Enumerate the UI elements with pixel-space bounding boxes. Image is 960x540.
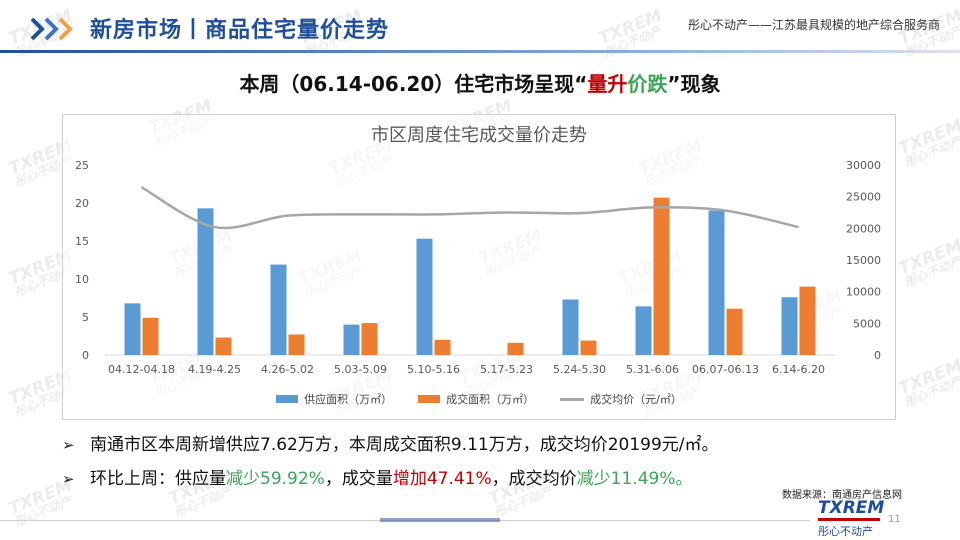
supply-bar <box>635 306 652 355</box>
supply-bar <box>416 238 433 355</box>
summary-bullets: ➢ 南通市区本周新增供应7.62万方，本周成交面积9.11万方，成交均价2019… <box>62 430 922 498</box>
y-left-tick-label: 25 <box>75 159 89 172</box>
x-tick-label: 5.17-5.23 <box>480 363 533 376</box>
x-tick-label: 6.14-6.20 <box>772 363 825 376</box>
bullet-text-c: ，成交量 <box>324 469 393 489</box>
chart-title: 市区周度住宅成交量价走势 <box>371 125 587 146</box>
deal-bar <box>361 323 378 355</box>
bullet-arrow-icon: ➢ <box>62 436 75 454</box>
x-tick-label: 5.31-6.06 <box>626 363 679 376</box>
headline-emph-red: 量升 <box>587 72 628 96</box>
deal-bar <box>653 197 670 355</box>
data-source: 数据来源：南通房产信息网 <box>782 490 902 501</box>
x-tick-label: 06.07-06.13 <box>692 363 759 376</box>
y-left-tick-label: 20 <box>75 197 89 210</box>
header-divider <box>0 50 960 53</box>
legend-swatch-deal <box>418 395 441 403</box>
legend-label-price: 成交均价（元/㎡） <box>590 393 682 406</box>
supply-bar <box>197 208 214 355</box>
slide-headline: 本周（06.14-06.20）住宅市场呈现“量升价跌”现象 <box>0 68 960 97</box>
deal-bar <box>726 308 743 355</box>
deal-bar <box>799 286 816 355</box>
y-left-tick-label: 0 <box>82 349 89 362</box>
chevron-right-icon <box>30 17 73 41</box>
legend-item-deal: 成交面积（万㎡） <box>418 391 534 407</box>
supply-bar <box>343 324 360 355</box>
headline-suffix: ”现象 <box>667 72 721 96</box>
combo-chart: 0 5 10 15 20 25 0 5000 10000 15000 20000 25000 30000… <box>75 159 881 376</box>
supply-change: 减少59.92% <box>226 469 325 489</box>
chart-legend: 供应面积（万㎡） 成交面积（万㎡） 成交均价（元/㎡） <box>63 391 895 407</box>
logo-chinese-name: 彤心不动产 <box>818 525 873 538</box>
deal-bar <box>215 337 232 355</box>
logo-underline <box>818 518 880 521</box>
x-tick-label: 04.12-04.18 <box>108 363 175 376</box>
deal-bar <box>580 340 597 355</box>
headline-prefix: 本周（06.14-06.20）住宅市场呈现“ <box>239 72 588 96</box>
y-right-tick-label: 15000 <box>846 254 881 267</box>
company-tagline: 彤心不动产——江苏最具规模的地产综合服务商 <box>687 18 940 32</box>
legend-item-price: 成交均价（元/㎡） <box>560 391 682 407</box>
deal-bar <box>507 342 524 355</box>
bullet-item: ➢ 环比上周：供应量 减少59.92% ，成交量 增加47.41% ，成交均价 减少11.… <box>62 464 922 498</box>
page-number: 11 <box>888 514 901 525</box>
company-logo: TXREM 彤心不动产 <box>818 500 884 538</box>
deal-bar <box>434 339 451 355</box>
chart-container: 市区周度住宅成交量价走势 0 5 10 15 20 25 0 5000 10000 15000 20… <box>62 114 896 420</box>
y-right-tick-label: 30000 <box>846 159 881 172</box>
bullet-item: ➢ 南通市区本周新增供应7.62万方，本周成交面积9.11万方，成交均价2019… <box>62 430 922 464</box>
supply-bar <box>124 303 141 355</box>
y-right-tick-label: 10000 <box>846 286 881 299</box>
supply-bar <box>708 210 725 355</box>
supply-bar <box>562 299 579 355</box>
legend-swatch-supply <box>276 395 299 403</box>
footer-accent <box>380 518 500 522</box>
x-tick-label: 5.03-5.09 <box>334 363 387 376</box>
deal-bar <box>142 317 159 355</box>
supply-bar <box>781 297 798 355</box>
price-change: 减少11.49%。 <box>576 469 693 489</box>
bullet-arrow-icon: ➢ <box>62 470 75 488</box>
bullet-text-a: 环比上周：供应量 <box>90 469 226 489</box>
x-tick-label: 4.26-5.02 <box>261 363 314 376</box>
bullet-text: 南通市区本周新增供应7.62万方，本周成交面积9.11万方，成交均价20199元… <box>90 435 719 455</box>
y-right-tick-label: 25000 <box>846 191 881 204</box>
legend-label-deal: 成交面积（万㎡） <box>446 393 535 406</box>
deal-change: 增加47.41% <box>392 469 492 489</box>
y-left-tick-label: 5 <box>82 311 89 324</box>
deal-bar <box>288 334 305 355</box>
x-tick-label: 4.19-4.25 <box>188 363 241 376</box>
x-tick-label: 5.24-5.30 <box>553 363 606 376</box>
price-line <box>140 186 799 230</box>
logo-wordmark: TXREM <box>818 498 885 518</box>
supply-bar <box>270 264 287 355</box>
y-right-tick-label: 0 <box>874 349 881 362</box>
x-tick-label: 5.10-5.16 <box>407 363 460 376</box>
legend-label-supply: 供应面积（万㎡） <box>304 393 393 406</box>
headline-emph-green: 价跌 <box>627 72 668 96</box>
y-left-tick-label: 15 <box>75 235 89 248</box>
header: 新房市场丨商品住宅量价走势 彤心不动产——江苏最具规模的地产综合服务商 <box>0 0 960 56</box>
bullet-text-e: ，成交均价 <box>491 469 577 489</box>
y-left-tick-label: 10 <box>75 273 89 286</box>
legend-item-supply: 供应面积（万㎡） <box>276 391 392 407</box>
y-right-tick-label: 5000 <box>853 317 881 330</box>
section-title: 新房市场丨商品住宅量价走势 <box>90 18 390 43</box>
legend-swatch-price <box>560 397 585 401</box>
y-right-tick-label: 20000 <box>846 222 881 235</box>
